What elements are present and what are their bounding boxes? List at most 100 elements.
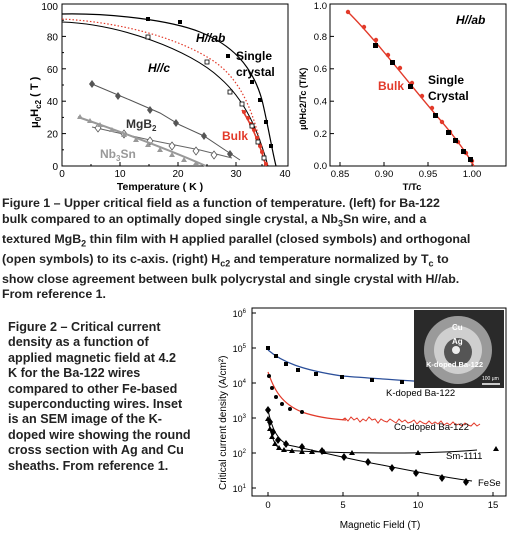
co-doped-noisy-line xyxy=(341,416,481,427)
nb3sn-points xyxy=(77,114,199,165)
fig1-right-xtick-2: 0.95 xyxy=(419,169,438,180)
inset-label-ag: Ag xyxy=(452,337,463,346)
fig1-right-ytick-0: 0.0 xyxy=(314,161,327,172)
figure2-caption-line: compared to other Fe-based xyxy=(8,381,178,396)
fig1-right-xtick-1: 0.90 xyxy=(375,169,394,180)
fese-line xyxy=(267,409,473,482)
figure2-caption-line: applied magnetic field at 4.2 xyxy=(8,350,176,365)
fig1-left-label-hab: H//ab xyxy=(196,31,225,45)
fig1-left-label-mgb2: MgB2 xyxy=(126,117,157,133)
single-crystal-hab-curve xyxy=(61,13,277,167)
fig2-xtick: 5 xyxy=(340,500,345,511)
figure2-caption-line: doped wire showing the round xyxy=(8,427,191,442)
fig1-left-label-nb3sn: Nb3Sn xyxy=(100,147,136,163)
figure1-caption-line2: bulk compared to an optimally doped sing… xyxy=(2,211,427,229)
fig1-left-label-single: Single xyxy=(236,49,272,63)
fig1-right-label-hab: H//ab xyxy=(456,13,485,27)
figure1-caption: Figure 1 – Upper critical field as a fun… xyxy=(2,196,510,303)
fig2-x-ticks xyxy=(267,492,494,496)
fig1-right-label-single: Single xyxy=(428,73,464,87)
fig1-right-ytick-5: 1.0 xyxy=(314,1,327,12)
fese-points xyxy=(265,406,469,486)
figure1-caption-line5: show close agreement between bulk polycr… xyxy=(2,271,460,286)
fig2-ytick: 104 xyxy=(233,379,247,389)
sem-inset-image xyxy=(414,310,504,388)
fig1-left-ytick-5: 100 xyxy=(41,2,58,13)
figure2-caption: Figure 2 – Critical current density as a… xyxy=(8,320,208,474)
figure2-caption-line: density as a function of xyxy=(8,335,149,350)
mgb2-closed-line xyxy=(91,83,241,161)
fig1-right-x-ticks xyxy=(339,162,473,166)
fig1-right-plot-frame xyxy=(329,3,507,167)
figure2-caption-line: Figure 2 – Critical current xyxy=(8,320,161,334)
fig1-left-label-crystal: crystal xyxy=(236,65,275,79)
fig1-right-ytick-4: 0.8 xyxy=(314,32,327,43)
fig1-right-ytick-3: 0.6 xyxy=(314,64,327,75)
bulk-dotted-curve xyxy=(61,18,266,167)
fig1-left-plot-frame xyxy=(61,3,289,167)
fig1-right-label-crystal: Crystal xyxy=(428,89,469,103)
fig2-xtick: 0 xyxy=(265,500,270,511)
fig1-left-xtick-4: 40 xyxy=(279,169,291,180)
fig1-left-chart: 0 20 40 60 80 100 0 10 20 30 40 μ0Hc2 ( … xyxy=(29,2,291,193)
fig2-label-k-doped: K-doped Ba-122 xyxy=(386,388,455,399)
fig1-left-xtick-2: 20 xyxy=(172,169,184,180)
figure2-caption-line: is an SEM image of the K- xyxy=(8,412,162,427)
figure2-caption-line: cross section with Ag and Cu xyxy=(8,443,184,458)
fig2-ytick: 105 xyxy=(233,344,247,354)
fig1-right-x-axis-label: T/Tc xyxy=(403,182,422,193)
figure2-caption-line: superconducting wires. Inset xyxy=(8,397,183,412)
fig1-left-label-bulk: Bulk xyxy=(222,129,248,143)
fig1-left-x-ticks xyxy=(61,162,289,166)
fig2-label-sm1111: Sm-1111 xyxy=(446,451,482,462)
fig1-right-chart: 0.0 0.2 0.4 0.6 0.8 1.0 0.85 0.90 0.95 1… xyxy=(298,1,507,193)
fig1-right-ytick-1: 0.2 xyxy=(314,129,327,140)
figure2-caption-line: sheaths. From reference 1. xyxy=(8,458,169,473)
single-crystal-hab-points xyxy=(146,17,273,148)
fig2-ytick: 103 xyxy=(233,414,247,424)
co-doped-points xyxy=(267,374,304,414)
inset-scale-bar-label: 100 μm xyxy=(482,376,499,382)
fig2-x-axis-label: Magnetic Field (T) xyxy=(340,520,421,531)
figure1-caption-line1: Figure 1 – Upper critical field as a fun… xyxy=(2,196,440,210)
fig2-ytick: 101 xyxy=(233,484,247,494)
fig1-left-y-axis-label: μ0Hc2 ( T ) xyxy=(29,76,43,128)
fig2-label-fese: FeSe xyxy=(478,478,501,489)
fig1-left-label-hc: H//c xyxy=(148,61,170,75)
co-doped-fit-line xyxy=(267,371,347,421)
fig1-right-y-ticks xyxy=(330,3,334,167)
fig1-right-crystal-points xyxy=(373,43,473,162)
fig1-left-ytick-1: 20 xyxy=(47,130,59,141)
fig1-left-x-axis-label: Temperature ( K ) xyxy=(117,181,203,193)
fig2-y-axis-label: Critical current density (A/cm²) xyxy=(218,356,229,490)
fig1-right-xtick-3: 1.00 xyxy=(463,169,482,180)
fig1-left-xtick-3: 30 xyxy=(230,169,242,180)
figure1-caption-line6: From reference 1. xyxy=(2,287,106,302)
fig1-right-label-bulk: Bulk xyxy=(378,79,404,93)
fig1-left-ytick-0: 0 xyxy=(52,162,58,173)
fig1-left-xtick-0: 0 xyxy=(59,169,65,180)
inset-label-cu: Cu xyxy=(452,323,463,332)
fig2-label-co-doped: Co-doped Ba-122 xyxy=(394,422,469,433)
fig2-ytick: 106 xyxy=(233,309,247,319)
figure1-caption-line3: textured MgB2 thin film with H applied p… xyxy=(2,231,471,249)
figure1-caption-line4: (open symbols) to its c-axis. (right) Hc… xyxy=(2,251,449,269)
figure2-caption-line: K for the Ba-122 wires xyxy=(8,366,141,381)
inset-label-core: K-doped Ba-122 xyxy=(426,360,483,369)
fig2-y-ticks xyxy=(252,312,256,489)
fig1-left-y-ticks xyxy=(62,3,66,167)
single-crystal-hc-points xyxy=(145,34,267,161)
fig2-plot-frame xyxy=(251,307,507,497)
fig1-left-xtick-1: 10 xyxy=(114,169,126,180)
fig2-ytick: 102 xyxy=(233,449,247,459)
fig1-left-ytick-3: 60 xyxy=(47,65,59,76)
fig1-left-ytick-2: 40 xyxy=(47,97,59,108)
fig2-xtick: 10 xyxy=(413,500,424,511)
fig1-right-xtick-0: 0.85 xyxy=(331,169,350,180)
single-crystal-hc-curve xyxy=(61,21,269,167)
mgb2-closed-points xyxy=(89,80,233,158)
fig1-left-ytick-4: 80 xyxy=(47,32,59,43)
fig1-right-ytick-2: 0.4 xyxy=(314,97,327,108)
fig2-xtick: 15 xyxy=(488,500,499,511)
fig2-chart: 101 102 103 104 105 106 0 5 10 15 Critic… xyxy=(218,307,507,531)
